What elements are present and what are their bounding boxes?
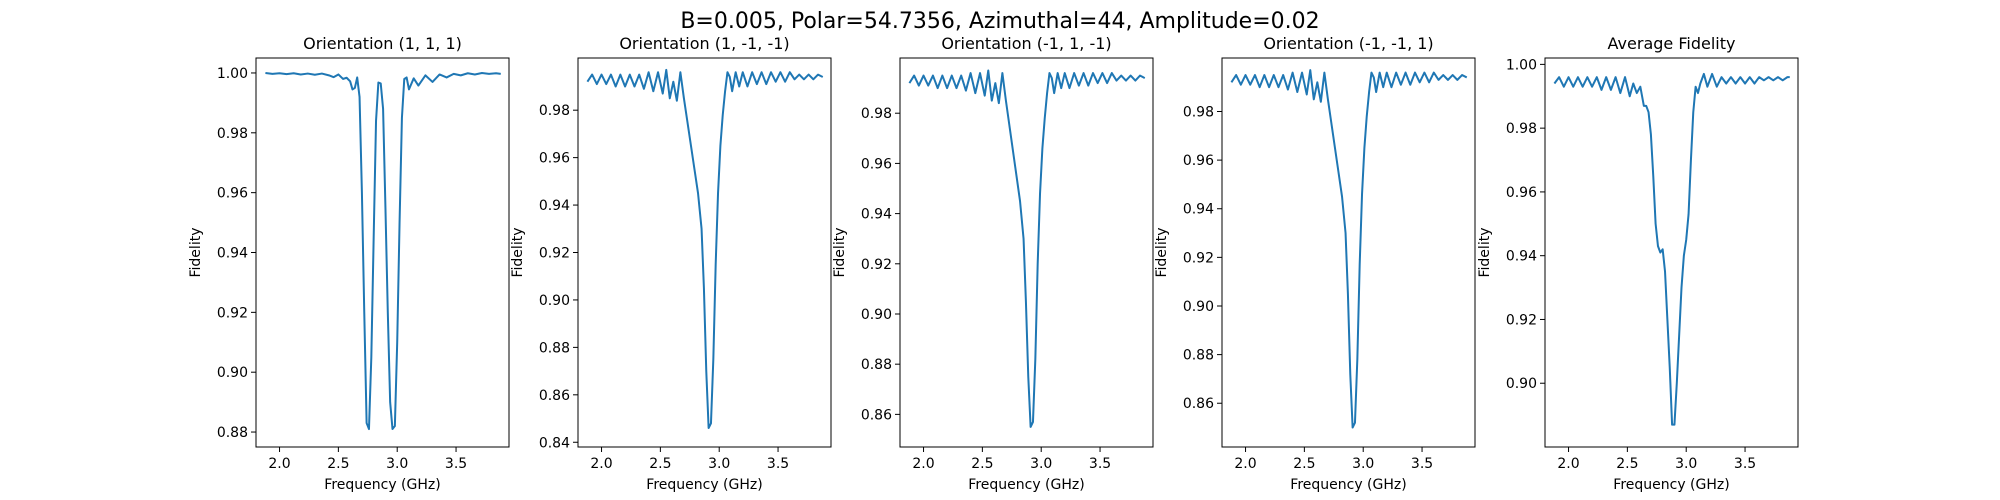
y-tick-label: 0.90: [217, 365, 248, 381]
y-tick-label: 0.96: [539, 151, 570, 167]
x-tick-label: 3.0: [1675, 456, 1697, 472]
y-tick-label: 1.00: [1506, 57, 1537, 73]
x-tick-label: 2.5: [327, 456, 349, 472]
y-tick-label: 0.94: [1506, 249, 1537, 265]
y-tick-label: 0.94: [1183, 202, 1214, 218]
y-tick-label: 0.90: [861, 307, 892, 323]
y-axis-label: Fidelity: [1154, 228, 1170, 278]
x-axis-label: Frequency (GHz): [324, 477, 440, 493]
fidelity-line: [1553, 72, 1790, 426]
y-tick-label: 0.92: [861, 257, 892, 273]
panel-title: Orientation (-1, 1, -1): [941, 34, 1111, 53]
y-tick-label: 0.90: [1183, 299, 1214, 315]
panel-title: Orientation (1, 1, 1): [303, 34, 462, 53]
panels: 2.0 2.5 3.0 3.5 0.88 0.90 0.92 0.94 0.96 0.98 1.00…: [188, 34, 1799, 493]
x-tick-label: 2.0: [912, 456, 934, 472]
y-axis-label: Fidelity: [1477, 228, 1493, 278]
y-axis-label: Fidelity: [188, 228, 204, 278]
axes-frame: [899, 57, 1154, 448]
y-tick-label: 0.92: [1506, 312, 1537, 328]
x-tick-label: 2.5: [1293, 456, 1315, 472]
panel-1: 2.0 2.5 3.0 3.5 0.88 0.90 0.92 0.94 0.96 0.98 1.00…: [188, 34, 510, 493]
panel-2: 2.0 2.5 3.0 3.5 0.84 0.86 0.88 0.90 0.92 0.94 0.96…: [510, 34, 832, 493]
x-tick-label: 3.5: [1411, 456, 1433, 472]
x-axis-label: Frequency (GHz): [646, 477, 762, 493]
y-tick-label: 0.98: [1506, 121, 1537, 137]
x-tick-label: 3.5: [1089, 456, 1111, 472]
fidelity-line: [265, 71, 501, 431]
panel-4: 2.0 2.5 3.0 3.5 0.86 0.88 0.90 0.92 0.94 0.96 0.98…: [1154, 34, 1476, 493]
x-tick-label: 2.0: [268, 456, 290, 472]
y-tick-label: 0.98: [539, 103, 570, 119]
y-tick-label: 0.86: [539, 388, 570, 404]
fidelity-line: [1230, 69, 1468, 429]
y-tick-label: 0.90: [1506, 376, 1537, 392]
x-tick-label: 3.0: [1352, 456, 1374, 472]
x-axis-label: Frequency (GHz): [1290, 477, 1406, 493]
y-tick-label: 0.88: [539, 340, 570, 356]
x-tick-label: 3.0: [1030, 456, 1052, 472]
axes-frame: [1221, 57, 1476, 448]
fidelity-line: [586, 68, 824, 430]
y-tick-label: 0.98: [217, 126, 248, 142]
panel-5: 2.0 2.5 3.0 3.5 0.90 0.92 0.94 0.96 0.98 1.00 Aver…: [1477, 34, 1799, 493]
y-tick-label: 0.90: [539, 293, 570, 309]
y-tick-label: 0.94: [539, 198, 570, 214]
y-tick-label: 0.86: [1183, 396, 1214, 412]
y-tick-label: 0.92: [539, 246, 570, 262]
y-tick-label: 0.96: [217, 186, 248, 202]
y-tick-label: 0.94: [217, 246, 248, 262]
axes-frame: [1544, 57, 1799, 448]
y-tick-label: 0.84: [539, 435, 570, 451]
y-tick-label: 0.98: [861, 106, 892, 122]
y-tick-label: 0.92: [217, 305, 248, 321]
y-tick-label: 0.88: [1183, 348, 1214, 364]
x-tick-label: 2.0: [1557, 456, 1579, 472]
panel-title: Orientation (1, -1, -1): [619, 34, 789, 53]
figure-suptitle: B=0.005, Polar=54.7356, Azimuthal=44, Am…: [680, 9, 1319, 34]
x-tick-label: 3.0: [386, 456, 408, 472]
panel-title: Average Fidelity: [1608, 34, 1736, 53]
x-tick-label: 2.5: [1616, 456, 1638, 472]
panel-title: Orientation (-1, -1, 1): [1263, 34, 1433, 53]
y-tick-label: 0.88: [217, 425, 248, 441]
y-tick-label: 0.98: [1183, 104, 1214, 120]
y-tick-label: 1.00: [217, 66, 248, 82]
x-tick-label: 2.5: [971, 456, 993, 472]
y-tick-label: 0.96: [861, 156, 892, 172]
y-tick-label: 0.88: [861, 357, 892, 373]
panel-3: 2.0 2.5 3.0 3.5 0.86 0.88 0.90 0.92 0.94 0.96 0.98…: [832, 34, 1154, 493]
x-tick-label: 3.5: [1734, 456, 1756, 472]
x-tick-label: 3.0: [708, 456, 730, 472]
y-axis-label: Fidelity: [510, 228, 526, 278]
x-axis-label: Frequency (GHz): [968, 477, 1084, 493]
x-tick-label: 2.5: [649, 456, 671, 472]
y-tick-label: 0.96: [1183, 153, 1214, 169]
x-tick-label: 2.0: [590, 456, 612, 472]
y-tick-label: 0.94: [861, 207, 892, 223]
x-tick-label: 3.5: [445, 456, 467, 472]
y-tick-label: 0.86: [861, 407, 892, 423]
x-axis-label: Frequency (GHz): [1613, 477, 1729, 493]
y-axis-label: Fidelity: [832, 228, 848, 278]
y-tick-label: 0.96: [1506, 185, 1537, 201]
fidelity-line: [908, 69, 1146, 428]
y-tick-label: 0.92: [1183, 250, 1214, 266]
x-tick-label: 2.0: [1234, 456, 1256, 472]
x-tick-label: 3.5: [767, 456, 789, 472]
